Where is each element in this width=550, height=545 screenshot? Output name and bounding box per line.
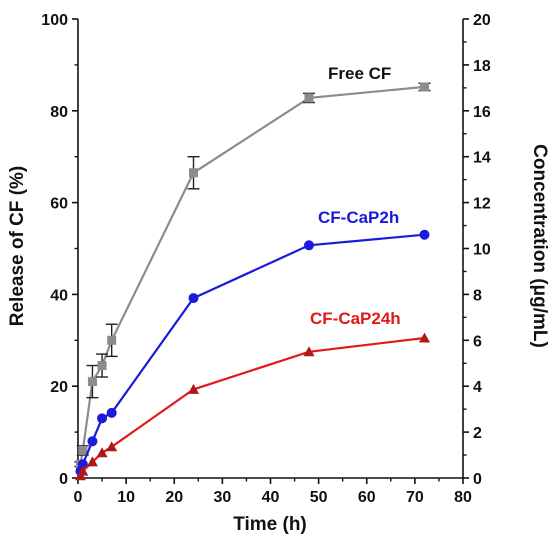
x-tick-label: 50 — [310, 489, 328, 506]
series-label-cf-cap24h: CF-CaP24h — [310, 309, 401, 328]
series-cf-cap24h — [74, 332, 430, 481]
ticks-group: 0 10 20 30 40 50 60 70 8002040608010002468101214… — [41, 12, 491, 506]
series-group — [74, 82, 431, 481]
x-tick-label: 10 — [117, 489, 135, 506]
data-point — [303, 346, 315, 357]
data-point — [96, 447, 108, 458]
x-axis-title: Time (h) — [233, 514, 307, 535]
y-tick-label-right: 12 — [473, 196, 491, 213]
data-point — [107, 335, 117, 345]
data-point — [189, 168, 198, 178]
data-point — [87, 377, 97, 387]
data-point — [419, 332, 430, 343]
series-cf-cap2h — [75, 229, 430, 477]
y-tick-label-left: 60 — [50, 196, 68, 213]
y-tick-label-left: 40 — [50, 287, 68, 304]
data-point — [106, 441, 118, 452]
series-label-cf-cap2h: CF-CaP2h — [318, 208, 399, 227]
data-point — [188, 383, 199, 394]
labels-group: Time (h) Release of CF (%) Concentration… — [7, 144, 550, 535]
data-point — [97, 413, 108, 424]
series-label-free-cf: Free CF — [328, 64, 391, 83]
series-line-free-cf — [79, 85, 425, 465]
y-tick-label-right: 4 — [473, 379, 482, 396]
data-point — [420, 82, 429, 92]
data-point — [78, 445, 88, 455]
series-labels-group: Free CF CF-CaP2h CF-CaP24h — [310, 64, 401, 328]
x-tick-label: 0 — [74, 489, 83, 506]
data-point — [419, 229, 430, 240]
y-tick-label-right: 10 — [473, 242, 491, 259]
y-tick-label-right: 2 — [473, 425, 482, 442]
y-tick-label-left: 80 — [50, 104, 68, 121]
data-point — [87, 436, 98, 447]
series-line-cf-cap2h — [79, 233, 425, 472]
data-point — [86, 456, 98, 467]
data-point — [304, 240, 314, 251]
data-point — [188, 293, 199, 304]
y-tick-label-right: 16 — [473, 104, 491, 121]
y-tick-label-left: 100 — [41, 12, 68, 29]
data-point — [77, 465, 89, 476]
data-point — [77, 459, 88, 470]
data-point — [106, 407, 117, 418]
x-tick-label: 40 — [262, 489, 280, 506]
series-line-cf-cap24h — [79, 336, 425, 477]
y-tick-label-right: 20 — [473, 12, 491, 29]
x-tick-label: 70 — [406, 489, 424, 506]
y-tick-label-right: 18 — [473, 58, 491, 75]
data-point — [97, 361, 107, 371]
y-tick-label-right: 8 — [473, 287, 482, 304]
y-tick-label-left: 0 — [59, 471, 68, 488]
y-axis-title-left: Release of CF (%) — [7, 166, 28, 326]
y-tick-label-right: 6 — [473, 333, 482, 350]
y-tick-label-right: 14 — [473, 150, 491, 167]
y-tick-label-right: 0 — [473, 471, 482, 488]
series-free-cf — [74, 82, 431, 469]
x-tick-label: 60 — [358, 489, 376, 506]
x-tick-label: 30 — [213, 489, 231, 506]
y-tick-label-left: 20 — [50, 379, 68, 396]
x-tick-label: 80 — [454, 489, 472, 506]
x-tick-label: 20 — [165, 489, 183, 506]
data-point — [304, 93, 314, 103]
y-axis-title-right: Concentration (μg/mL) — [529, 144, 550, 348]
